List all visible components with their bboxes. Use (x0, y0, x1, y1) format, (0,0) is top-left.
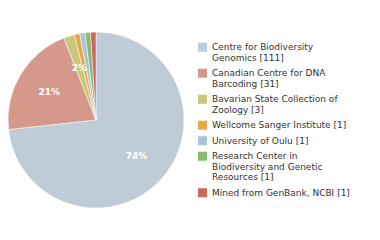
legend-label: Canadian Centre for DNABarcoding [31] (212, 68, 326, 89)
legend-label: Centre for BiodiversityGenomics [111] (212, 42, 314, 63)
chart: 74% 21% 2% Centre for BiodiversityGenomics … (0, 0, 380, 240)
legend-swatch (198, 121, 207, 130)
legend-item: Wellcome Sanger Institute [1] (198, 120, 346, 130)
legend-item: Centre for BiodiversityGenomics [111] (198, 42, 314, 63)
legend-label: Bavarian State Collection ofZoology [3] (212, 94, 338, 115)
legend-label: Research Center inBiodiversity and Genet… (212, 151, 322, 182)
data-label: 21% (39, 87, 61, 97)
pie-slice (91, 32, 96, 120)
data-labels: 74% 21% 2% (39, 63, 148, 161)
legend-label: Wellcome Sanger Institute [1] (212, 120, 346, 130)
legend-swatch (198, 152, 207, 161)
legend: Centre for BiodiversityGenomics [111] Can… (198, 42, 350, 198)
data-label: 74% (126, 151, 148, 161)
legend-swatch (198, 69, 207, 78)
legend-item: Mined from GenBank, NCBI [1] (198, 188, 350, 198)
pie (8, 32, 184, 208)
pie-slice (9, 32, 184, 208)
legend-swatch (198, 136, 207, 145)
pie-slice (85, 32, 96, 120)
pie-slice (80, 33, 96, 120)
legend-label: Mined from GenBank, NCBI [1] (212, 188, 350, 198)
data-label: 2% (72, 63, 87, 73)
legend-swatch (198, 95, 207, 104)
legend-swatch (198, 188, 207, 197)
legend-item: Canadian Centre for DNABarcoding [31] (198, 68, 326, 89)
legend-item: University of Oulu [1] (198, 136, 308, 146)
legend-item: Research Center inBiodiversity and Genet… (198, 151, 322, 182)
legend-label: University of Oulu [1] (212, 136, 308, 146)
legend-swatch (198, 43, 207, 52)
legend-item: Bavarian State Collection ofZoology [3] (198, 94, 338, 115)
